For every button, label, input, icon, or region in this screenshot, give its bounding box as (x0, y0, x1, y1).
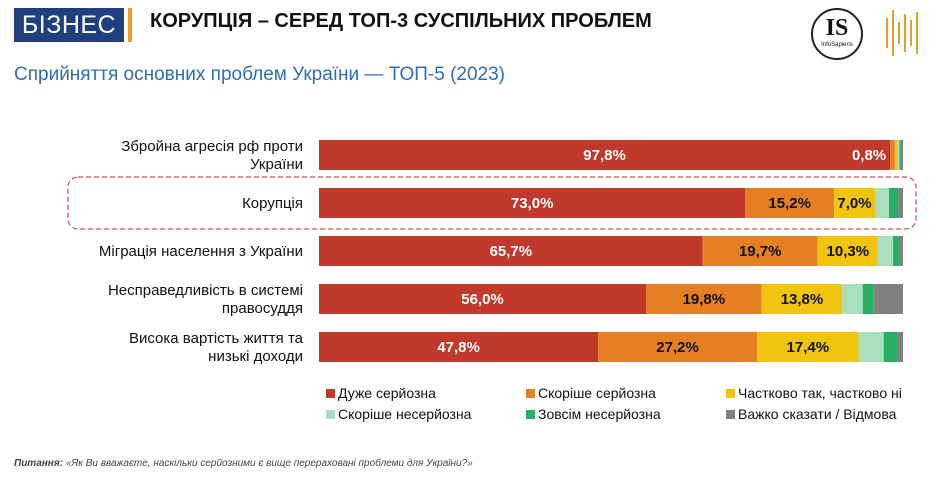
bar-segment (893, 236, 899, 266)
data-label: 73,0% (511, 195, 554, 212)
legend-item: Дуже серйозна (326, 384, 436, 402)
badge-accent-bar (128, 8, 132, 42)
bar-segment (319, 332, 599, 362)
bar-segment (899, 140, 901, 170)
logo-subtext: InfoSapiens (821, 42, 853, 48)
section-badge: БІЗНЕС (14, 8, 124, 42)
page-headline: КОРУПЦІЯ – СЕРЕД ТОП-3 СУСПІЛЬНИХ ПРОБЛЕ… (150, 10, 652, 32)
bar-segment (858, 332, 884, 362)
bar-segment (890, 140, 895, 170)
bar-segment (757, 332, 859, 362)
bar-segment (873, 284, 903, 314)
legend-label: Скоріше несерйозна (338, 406, 472, 422)
legend-item: Зовсім несерйозна (526, 405, 661, 423)
legend-swatch (326, 389, 335, 398)
data-label: 13,8% (781, 291, 824, 308)
category-label: Міграція населення з України (99, 243, 303, 260)
brand-mark-icon (886, 10, 918, 56)
bar-segment (598, 332, 757, 362)
bar-segment (761, 284, 843, 314)
data-label: 47,8% (437, 339, 480, 356)
data-label: 17,4% (787, 339, 830, 356)
bar-segment (319, 284, 647, 314)
question-footnote: Питання: «Як Ви вважаєте, наскільки серй… (14, 458, 473, 469)
bar-segment (842, 284, 863, 314)
category-label: Висока вартість життя та низькі доходи (129, 330, 304, 365)
footnote-label: Питання: (14, 458, 64, 469)
bar-segment (319, 236, 703, 266)
legend-item: Важко сказати / Відмова (726, 405, 896, 423)
data-label: 97,8% (583, 147, 626, 164)
data-label: 27,2% (656, 339, 699, 356)
highlight-frame (67, 176, 917, 230)
category-label: Корупція (242, 195, 303, 212)
stacked-bar-chart: Збройна агресія рф проти України 97,8% 0,8%… (67, 138, 917, 365)
bar-segment (834, 188, 875, 218)
data-label: 65,7% (490, 243, 533, 260)
legend-label: Частково так, частково ні (738, 385, 902, 401)
bar-segment (874, 188, 889, 218)
bar-segment (883, 332, 898, 362)
bar-segment (888, 188, 899, 218)
chart-subtitle: Сприйняття основних проблем України — ТО… (14, 64, 505, 85)
data-label: 19,7% (739, 243, 782, 260)
legend-label: Дуже серйозна (338, 385, 436, 401)
infosapiens-logo: IS InfoSapiens (811, 8, 863, 60)
legend-item: Частково так, частково ні (726, 384, 902, 402)
data-label: 0,8% (852, 147, 886, 164)
bar-segment (319, 188, 746, 218)
legend-label: Зовсім несерйозна (538, 406, 661, 422)
legend-item: Скоріше несерйозна (326, 405, 471, 423)
legend-swatch (326, 410, 335, 419)
legend-swatch (726, 389, 735, 398)
bar-segment (745, 188, 835, 218)
bar-segment (646, 284, 762, 314)
legend-swatch (526, 389, 535, 398)
logo-text: IS (825, 15, 849, 41)
legend-swatch (526, 410, 535, 419)
legend-label: Скоріше серйозна (538, 385, 656, 401)
bar-segment (898, 188, 903, 218)
footnote-text: «Як Ви вважаєте, наскільки серйозними є … (63, 458, 473, 469)
legend-swatch (726, 410, 735, 419)
bar-segment (894, 140, 898, 170)
data-label: 10,3% (827, 243, 870, 260)
bar-segment (702, 236, 818, 266)
bar-segment (877, 236, 894, 266)
data-label: 7,0% (837, 195, 871, 212)
category-label: Збройна агресія рф проти України (121, 138, 303, 173)
bar-segment (898, 236, 903, 266)
bar-segment (817, 236, 878, 266)
legend-label: Важко сказати / Відмова (738, 406, 897, 422)
data-label: 15,2% (768, 195, 811, 212)
bar-segment (319, 140, 891, 170)
bar-segment (900, 140, 903, 170)
category-label: Несправедливість в системі правосуддя (108, 282, 303, 317)
bar-segment (862, 284, 874, 314)
bar-segment (897, 140, 900, 170)
data-label: 19,8% (683, 291, 726, 308)
data-label: 56,0% (461, 291, 504, 308)
bar-segment (897, 332, 903, 362)
legend-item: Скоріше серйозна (526, 384, 656, 402)
